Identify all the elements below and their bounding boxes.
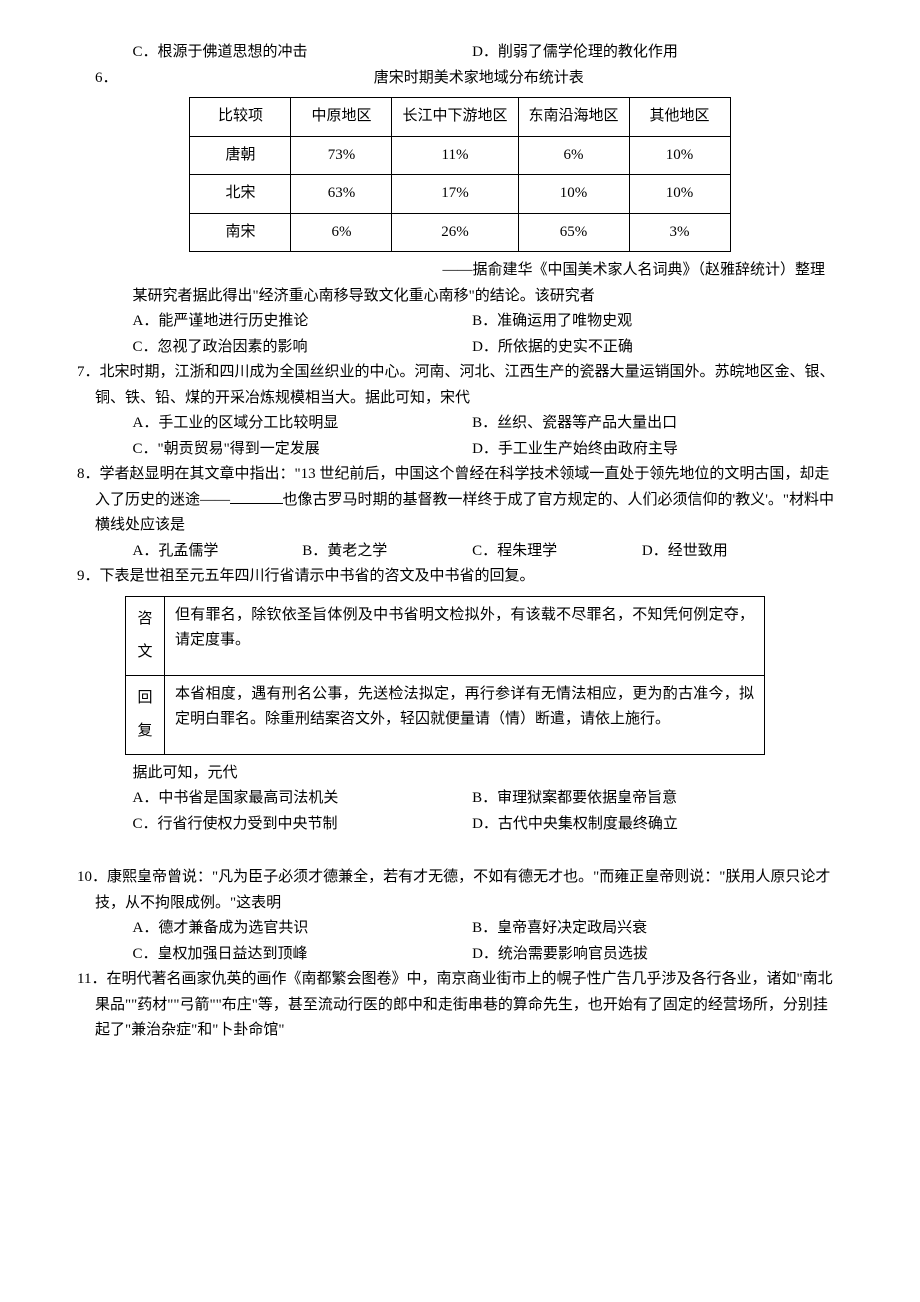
q6: 6． 唐宋时期美术家地域分布统计表 比较项 中原地区 长江中下游地区 东南沿海地…: [80, 66, 840, 361]
q6-caption-row: 6． 唐宋时期美术家地域分布统计表: [80, 66, 840, 92]
q6-r0c3: 6%: [518, 136, 629, 175]
q8-number: 8．: [77, 466, 100, 482]
q9-box-label-1: 回复: [126, 675, 165, 754]
q6-r1c2: 17%: [392, 175, 518, 214]
table-row: 北宋 63% 17% 10% 10%: [190, 175, 730, 214]
q8-option-b: B．黄老之学: [302, 539, 472, 565]
q6-th-4: 其他地区: [629, 98, 730, 137]
q7-stem: 7．北宋时期，江浙和四川成为全国丝织业的中心。河南、河北、江西生产的瓷器大量运销…: [80, 360, 840, 411]
q10: 10．康熙皇帝曾说："凡为臣子必须才德兼全，若有才无德，不如有德无才也。"而雍正…: [80, 865, 840, 967]
q7-stem-text: 北宋时期，江浙和四川成为全国丝织业的中心。河南、河北、江西生产的瓷器大量运销国外…: [95, 364, 835, 406]
q6-th-2: 长江中下游地区: [392, 98, 518, 137]
q11-stem: 11．在明代著名画家仇英的画作《南都繁会图卷》中，南京商业街市上的幌子性广告几乎…: [80, 967, 840, 1044]
q6-r0c1: 73%: [291, 136, 392, 175]
q6-r0c4: 10%: [629, 136, 730, 175]
q5-options-tail: C．根源于佛道思想的冲击 D．削弱了儒学伦理的教化作用: [80, 40, 840, 66]
q6-option-d: D．所依据的史实不正确: [472, 335, 812, 361]
q6-source: ——据俞建华《中国美术家人名词典》（赵雅辞统计）整理: [80, 258, 840, 284]
table-row: 南宋 6% 26% 65% 3%: [190, 213, 730, 252]
q8-option-c: C．程朱理学: [472, 539, 642, 565]
q8-blank: [230, 503, 283, 504]
q8: 8．学者赵显明在其文章中指出："13 世纪前后，中国这个曾经在科学技术领域一直处…: [80, 462, 840, 564]
q8-options: A．孔孟儒学 B．黄老之学 C．程朱理学 D．经世致用: [80, 539, 840, 565]
q6-table-caption: 唐宋时期美术家地域分布统计表: [374, 70, 584, 86]
q11-number: 11．: [77, 971, 106, 987]
q6-r1c3: 10%: [518, 175, 629, 214]
q10-options-row2: C．皇权加强日益达到顶峰 D．统治需要影响官员选拔: [80, 942, 840, 968]
q11-stem-text: 在明代著名画家仇英的画作《南都繁会图卷》中，南京商业街市上的幌子性广告几乎涉及各…: [95, 971, 833, 1038]
q6-th-0: 比较项: [190, 98, 291, 137]
q7: 7．北宋时期，江浙和四川成为全国丝织业的中心。河南、河北、江西生产的瓷器大量运销…: [80, 360, 840, 462]
q7-option-c: C．"朝贡贸易"得到一定发展: [133, 437, 473, 463]
spacer: [80, 837, 840, 865]
exam-page: C．根源于佛道思想的冲击 D．削弱了儒学伦理的教化作用 6． 唐宋时期美术家地域…: [0, 0, 920, 1084]
q8-option-a: A．孔孟儒学: [133, 539, 303, 565]
q7-number: 7．: [77, 364, 100, 380]
q10-options-row1: A．德才兼备成为选官共识 B．皇帝喜好决定政局兴衰: [80, 916, 840, 942]
q10-option-d: D．统治需要影响官员选拔: [472, 942, 812, 968]
q9-box-row-1: 回复 本省相度，遇有刑名公事，先送检法拟定，再行参详有无情法相应，更为酌古准今，…: [126, 675, 765, 754]
q9-box-label-0: 咨文: [126, 596, 165, 675]
q9-options-row2: C．行省行使权力受到中央节制 D．古代中央集权制度最终确立: [80, 812, 840, 838]
q6-option-b: B．准确运用了唯物史观: [472, 309, 812, 335]
q10-number: 10．: [77, 869, 107, 885]
q9-options-row1: A．中书省是国家最高司法机关 B．审理狱案都要依据皇帝旨意: [80, 786, 840, 812]
table-row: 唐朝 73% 11% 6% 10%: [190, 136, 730, 175]
q6-th-1: 中原地区: [291, 98, 392, 137]
q6-options-row1: A．能严谨地进行历史推论 B．准确运用了唯物史观: [80, 309, 840, 335]
q11: 11．在明代著名画家仇英的画作《南都繁会图卷》中，南京商业街市上的幌子性广告几乎…: [80, 967, 840, 1044]
q6-stem: 某研究者据此得出"经济重心南移导致文化重心南移"的结论。该研究者: [80, 284, 840, 310]
q6-r2c3: 65%: [518, 213, 629, 252]
q6-r2c0: 南宋: [190, 213, 291, 252]
q5-option-d: D．削弱了儒学伦理的教化作用: [472, 40, 812, 66]
q7-option-a: A．手工业的区域分工比较明显: [133, 411, 473, 437]
q9-option-c: C．行省行使权力受到中央节制: [133, 812, 473, 838]
q9-option-a: A．中书省是国家最高司法机关: [133, 786, 473, 812]
q8-option-d: D．经世致用: [642, 539, 812, 565]
q10-option-b: B．皇帝喜好决定政局兴衰: [472, 916, 812, 942]
q9-box-table: 咨文 但有罪名，除钦依圣旨体例及中书省明文检拟外，有该载不尽罪名，不知凭何例定夺…: [125, 596, 765, 755]
q10-stem-text: 康熙皇帝曾说："凡为臣子必须才德兼全，若有才无德，不如有德无才也。"而雍正皇帝则…: [95, 869, 830, 911]
q6-table: 比较项 中原地区 长江中下游地区 东南沿海地区 其他地区 唐朝 73% 11% …: [189, 97, 730, 252]
q9-stem-top: 9．下表是世祖至元五年四川行省请示中书省的咨文及中书省的回复。: [80, 564, 840, 590]
q6-r2c4: 3%: [629, 213, 730, 252]
q6-option-a: A．能严谨地进行历史推论: [133, 309, 473, 335]
q6-r2c1: 6%: [291, 213, 392, 252]
q9-box-text-0: 但有罪名，除钦依圣旨体例及中书省明文检拟外，有该载不尽罪名，不知凭何例定夺，请定…: [165, 596, 765, 675]
q7-option-d: D．手工业生产始终由政府主导: [472, 437, 812, 463]
q6-option-c: C．忽视了政治因素的影响: [133, 335, 473, 361]
q9-option-d: D．古代中央集权制度最终确立: [472, 812, 812, 838]
q9-number: 9．: [77, 568, 100, 584]
q5-option-c: C．根源于佛道思想的冲击: [133, 40, 473, 66]
q9-option-b: B．审理狱案都要依据皇帝旨意: [472, 786, 812, 812]
q9-box-text-1: 本省相度，遇有刑名公事，先送检法拟定，再行参详有无情法相应，更为酌古准今，拟定明…: [165, 675, 765, 754]
q9: 9．下表是世祖至元五年四川行省请示中书省的咨文及中书省的回复。 咨文 但有罪名，…: [80, 564, 840, 837]
q8-stem: 8．学者赵显明在其文章中指出："13 世纪前后，中国这个曾经在科学技术领域一直处…: [80, 462, 840, 539]
q9-box-row-0: 咨文 但有罪名，除钦依圣旨体例及中书省明文检拟外，有该载不尽罪名，不知凭何例定夺…: [126, 596, 765, 675]
q9-stem-bot: 据此可知，元代: [80, 761, 840, 787]
q6-r0c2: 11%: [392, 136, 518, 175]
q6-r1c0: 北宋: [190, 175, 291, 214]
q6-r1c1: 63%: [291, 175, 392, 214]
q10-option-a: A．德才兼备成为选官共识: [133, 916, 473, 942]
q7-options-row2: C．"朝贡贸易"得到一定发展 D．手工业生产始终由政府主导: [80, 437, 840, 463]
q6-number: 6．: [80, 66, 118, 92]
q9-stem-top-text: 下表是世祖至元五年四川行省请示中书省的咨文及中书省的回复。: [100, 568, 535, 584]
q7-option-b: B．丝织、瓷器等产品大量出口: [472, 411, 812, 437]
q6-r0c0: 唐朝: [190, 136, 291, 175]
q6-r2c2: 26%: [392, 213, 518, 252]
q6-options-row2: C．忽视了政治因素的影响 D．所依据的史实不正确: [80, 335, 840, 361]
q10-option-c: C．皇权加强日益达到顶峰: [133, 942, 473, 968]
q6-r1c4: 10%: [629, 175, 730, 214]
q7-options-row1: A．手工业的区域分工比较明显 B．丝织、瓷器等产品大量出口: [80, 411, 840, 437]
q6-table-header-row: 比较项 中原地区 长江中下游地区 东南沿海地区 其他地区: [190, 98, 730, 137]
q10-stem: 10．康熙皇帝曾说："凡为臣子必须才德兼全，若有才无德，不如有德无才也。"而雍正…: [80, 865, 840, 916]
q6-th-3: 东南沿海地区: [518, 98, 629, 137]
